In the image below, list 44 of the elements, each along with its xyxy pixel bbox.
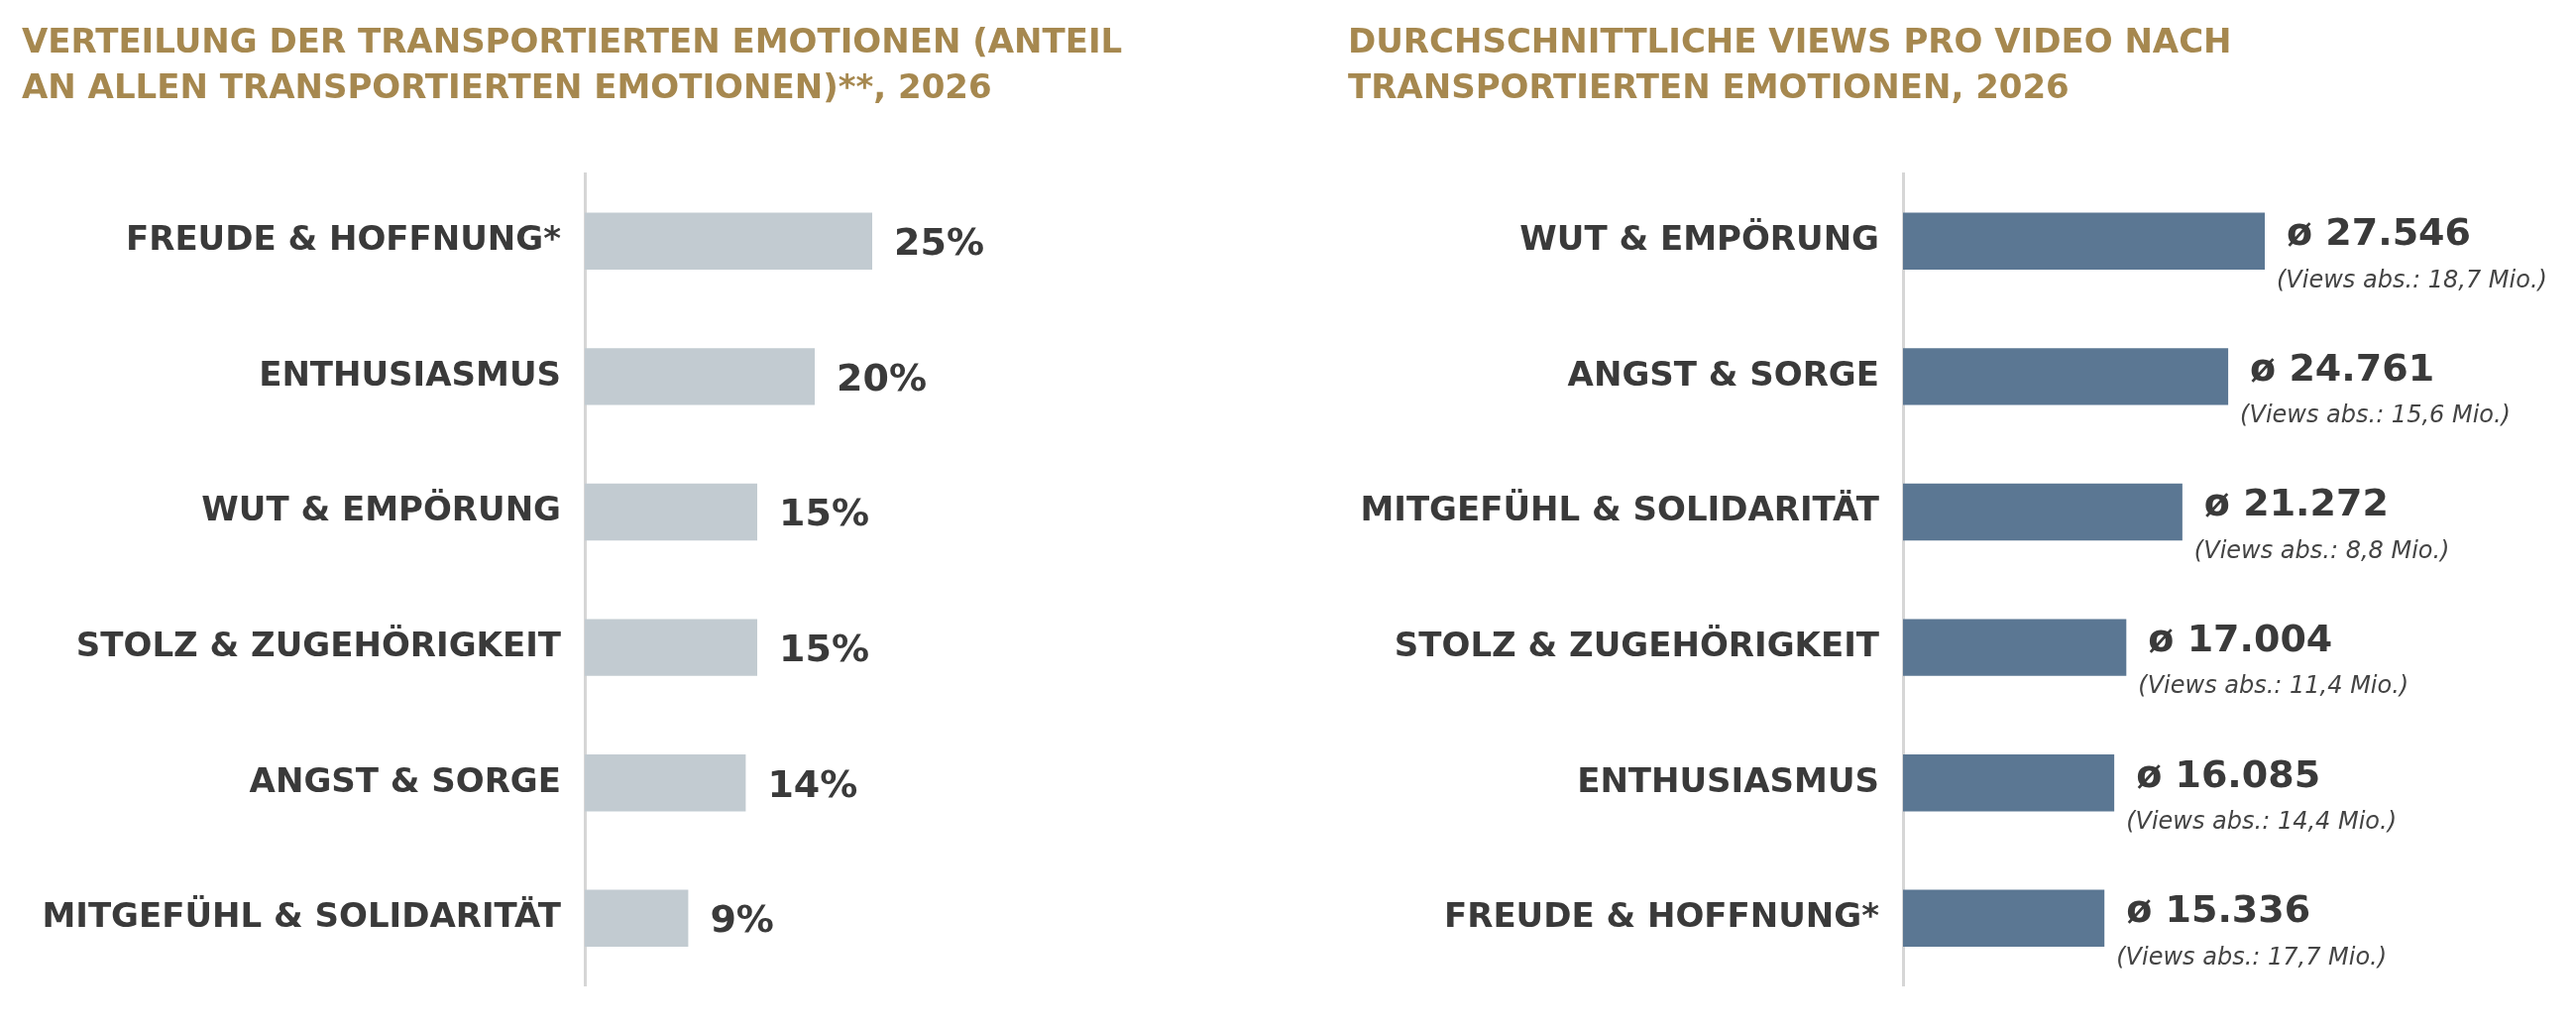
annotation: (Views abs.: 18,7 Mio.) (2277, 265, 2547, 293)
data-label: 20% (837, 355, 927, 400)
data-label: 25% (894, 220, 984, 265)
y-tick-label: ENTHUSIASMUS (1577, 759, 1879, 800)
chart-title: DURCHSCHNITTLICHE VIEWS PRO VIDEO NACH TRANSPORTIERTEN EMOTIONEN, 2026 (1348, 20, 2233, 108)
y-tick-label: WUT & EMPÖRUNG (201, 489, 561, 529)
y-tick-label: ANGST & SORGE (1567, 353, 1879, 394)
bar (1903, 348, 2229, 405)
data-label: 14% (767, 761, 858, 806)
data-label: 9% (710, 897, 774, 942)
y-tick-label: FREUDE & HOFFNUNG* (125, 218, 562, 259)
chart-title: VERTEILUNG DER TRANSPORTIERTEN EMOTIONEN (ANTEIL AN ALLEN TRANSPORTIERTEN EMOTIONEN)**, 2026 (22, 20, 1124, 108)
annotation: (Views abs.: 17,7 Mio.) (2116, 942, 2388, 971)
annotation: (Views abs.: 14,4 Mio.) (2126, 806, 2398, 835)
data-label: 15% (779, 491, 869, 535)
bar (1903, 212, 2265, 270)
bar (585, 348, 815, 405)
bar (1903, 483, 2183, 541)
bar (1903, 619, 2127, 676)
annotation: (Views abs.: 11,4 Mio.) (2138, 671, 2409, 700)
y-tick-label: ENTHUSIASMUS (259, 353, 561, 394)
data-label: ø 27.546 (2287, 210, 2471, 255)
bar (1903, 754, 2115, 812)
bar (585, 483, 757, 541)
data-label: ø 16.085 (2136, 751, 2321, 796)
data-label: ø 15.336 (2126, 887, 2311, 932)
y-tick-label: ANGST & SORGE (249, 759, 561, 800)
data-label: 15% (779, 626, 869, 670)
y-tick-label: STOLZ & ZUGEHÖRIGKEIT (1394, 624, 1880, 664)
y-tick-label: STOLZ & ZUGEHÖRIGKEIT (75, 624, 562, 664)
data-label: ø 24.761 (2250, 345, 2435, 390)
annotation: (Views abs.: 8,8 Mio.) (2193, 535, 2450, 564)
y-tick-label: FREUDE & HOFFNUNG* (1443, 895, 1880, 936)
bar (585, 619, 757, 676)
bar (585, 212, 872, 270)
bar (585, 754, 746, 812)
data-label: ø 21.272 (2203, 481, 2389, 525)
bar (585, 889, 689, 947)
y-tick-label: MITGEFÜHL & SOLIDARITÄT (1360, 489, 1880, 529)
y-tick-label: MITGEFÜHL & SOLIDARITÄT (42, 895, 562, 936)
data-label: ø 17.004 (2148, 616, 2333, 660)
bar (1903, 889, 2105, 947)
y-tick-label: WUT & EMPÖRUNG (1519, 218, 1879, 259)
annotation: (Views abs.: 15,6 Mio.) (2240, 401, 2511, 429)
